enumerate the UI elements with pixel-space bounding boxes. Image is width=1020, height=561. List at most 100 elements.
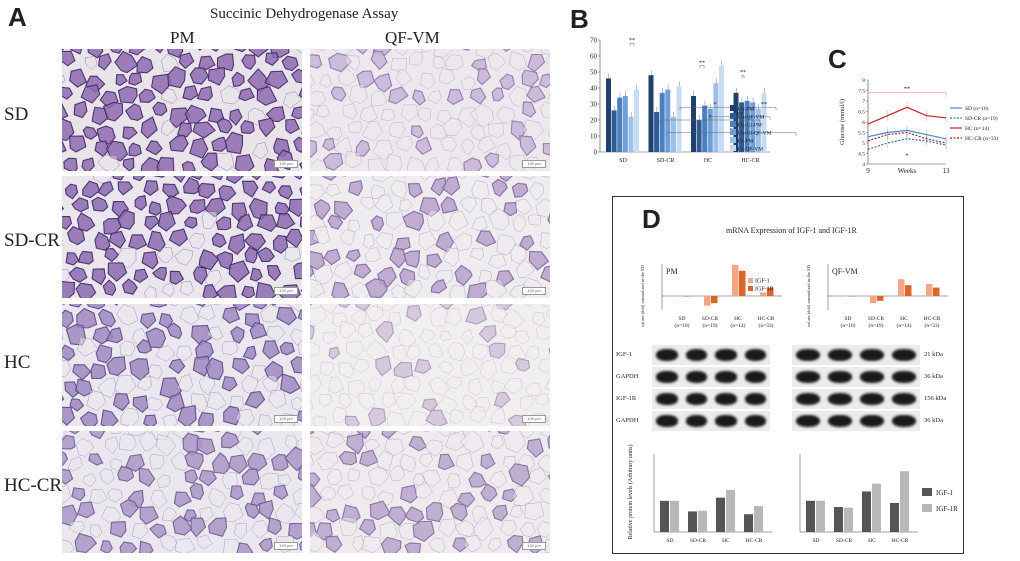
- muscle-fiber: [284, 446, 302, 472]
- bar-igf-1r: [877, 296, 884, 301]
- muscle-fiber: [491, 87, 505, 102]
- y-tick-label: 40: [590, 85, 598, 93]
- muscle-fiber: [169, 107, 191, 129]
- muscle-fiber: [386, 411, 406, 426]
- significance-bracket: [867, 92, 947, 97]
- muscle-fiber: [334, 200, 354, 221]
- muscle-fiber: [115, 74, 128, 87]
- muscle-fiber: [196, 437, 216, 456]
- muscle-fiber: [189, 199, 206, 214]
- muscle-fiber: [76, 212, 96, 232]
- muscle-fiber: [380, 108, 396, 122]
- micrograph-hc-cr-pm: 100 µm: [62, 431, 302, 553]
- muscle-fiber: [145, 140, 163, 156]
- kda-label: 21 kDa: [924, 351, 943, 358]
- muscle-fiber: [97, 180, 114, 197]
- blot-band: [715, 349, 737, 361]
- muscle-fiber: [480, 176, 490, 178]
- muscle-fiber: [395, 49, 409, 56]
- blot-image: [792, 411, 920, 431]
- muscle-fiber: [100, 409, 119, 426]
- muscle-fiber: [347, 121, 363, 134]
- muscle-fiber: [310, 75, 315, 89]
- muscle-fiber: [91, 268, 106, 286]
- panel-c-letter: C: [828, 44, 847, 74]
- blot-band: [656, 415, 678, 427]
- muscle-fiber: [69, 135, 87, 153]
- western-blots: IGF-1 21 kDa GAPDH 36 kDa IGF-1R 156 kDa GAPDH…: [614, 345, 960, 435]
- muscle-fiber: [310, 265, 315, 278]
- muscle-fiber: [509, 505, 523, 519]
- muscle-fiber: [537, 521, 550, 538]
- muscle-fiber: [429, 306, 450, 327]
- bar-gl-pm: [670, 116, 676, 152]
- muscle-fiber: [157, 210, 176, 232]
- legend-swatch: [730, 121, 736, 127]
- muscle-fiber: [189, 482, 205, 501]
- muscle-fiber: [325, 535, 343, 553]
- bar-gl-qf-vm: [761, 92, 767, 152]
- kda-label: 156 kDa: [924, 395, 947, 402]
- muscle-fiber: [453, 232, 472, 251]
- muscle-fiber: [297, 309, 302, 321]
- muscle-fiber: [71, 197, 89, 213]
- muscle-fiber: [407, 156, 427, 171]
- muscle-fiber: [221, 375, 238, 392]
- muscle-fiber: [197, 534, 213, 550]
- muscle-fiber: [540, 176, 550, 178]
- muscle-fiber: [90, 524, 103, 538]
- muscle-fiber: [161, 283, 175, 298]
- y-tick-label: 20: [590, 117, 598, 125]
- bar-igf-1: [676, 296, 683, 297]
- micrograph-hc-qfvm: 100 µm: [310, 304, 550, 426]
- x-tick-label: HC-CR: [924, 316, 941, 322]
- muscle-fiber: [100, 539, 113, 553]
- muscle-fiber: [527, 53, 546, 73]
- muscle-fiber: [290, 68, 302, 84]
- muscle-fiber: [356, 431, 371, 440]
- muscle-fiber: [540, 431, 550, 437]
- muscle-fiber: [526, 438, 544, 458]
- muscle-fiber: [325, 126, 342, 141]
- muscle-fiber: [293, 136, 302, 154]
- muscle-fiber: [310, 90, 326, 107]
- x-tick-label: HC: [868, 538, 876, 544]
- muscle-fiber: [465, 306, 488, 325]
- muscle-fiber: [116, 304, 139, 326]
- muscle-fiber: [389, 180, 407, 199]
- muscle-fiber: [442, 247, 460, 268]
- muscle-fiber: [64, 183, 79, 200]
- muscle-fiber: [359, 105, 379, 123]
- subchart-title: PM: [666, 267, 678, 276]
- muscle-fiber: [76, 307, 98, 329]
- muscle-fiber: [433, 49, 453, 59]
- subchart-title: QF-VM: [832, 267, 858, 276]
- muscle-fiber: [229, 108, 243, 126]
- muscle-fiber: [180, 280, 194, 296]
- muscle-fiber: [149, 523, 167, 539]
- muscle-fiber: [310, 324, 315, 340]
- muscle-fiber: [97, 377, 117, 399]
- x-tick-label: HC-CR: [746, 538, 763, 544]
- y-axis-label: values (ddd) normalized to the SD: [640, 264, 645, 327]
- muscle-fiber: [512, 213, 527, 233]
- muscle-fiber: [282, 91, 302, 109]
- muscle-fiber: [315, 104, 331, 118]
- muscle-fiber: [189, 67, 209, 85]
- blot-band: [828, 371, 852, 383]
- micrograph-hc-pm: 100 µm: [62, 304, 302, 426]
- muscle-fiber: [190, 517, 207, 538]
- blot-band: [685, 415, 707, 427]
- panel-d-letter: D: [642, 204, 661, 234]
- muscle-fiber: [411, 89, 426, 106]
- muscle-fiber: [357, 322, 374, 339]
- muscle-fiber: [183, 216, 198, 229]
- muscle-fiber: [189, 176, 203, 181]
- muscle-fiber: [433, 55, 446, 70]
- x-tick-label: (n=10): [674, 322, 689, 329]
- muscle-fiber: [344, 150, 363, 169]
- muscle-fiber: [528, 250, 550, 271]
- muscle-fiber: [362, 121, 383, 142]
- muscle-fiber: [402, 176, 407, 178]
- bar-igf-1r: [698, 510, 707, 532]
